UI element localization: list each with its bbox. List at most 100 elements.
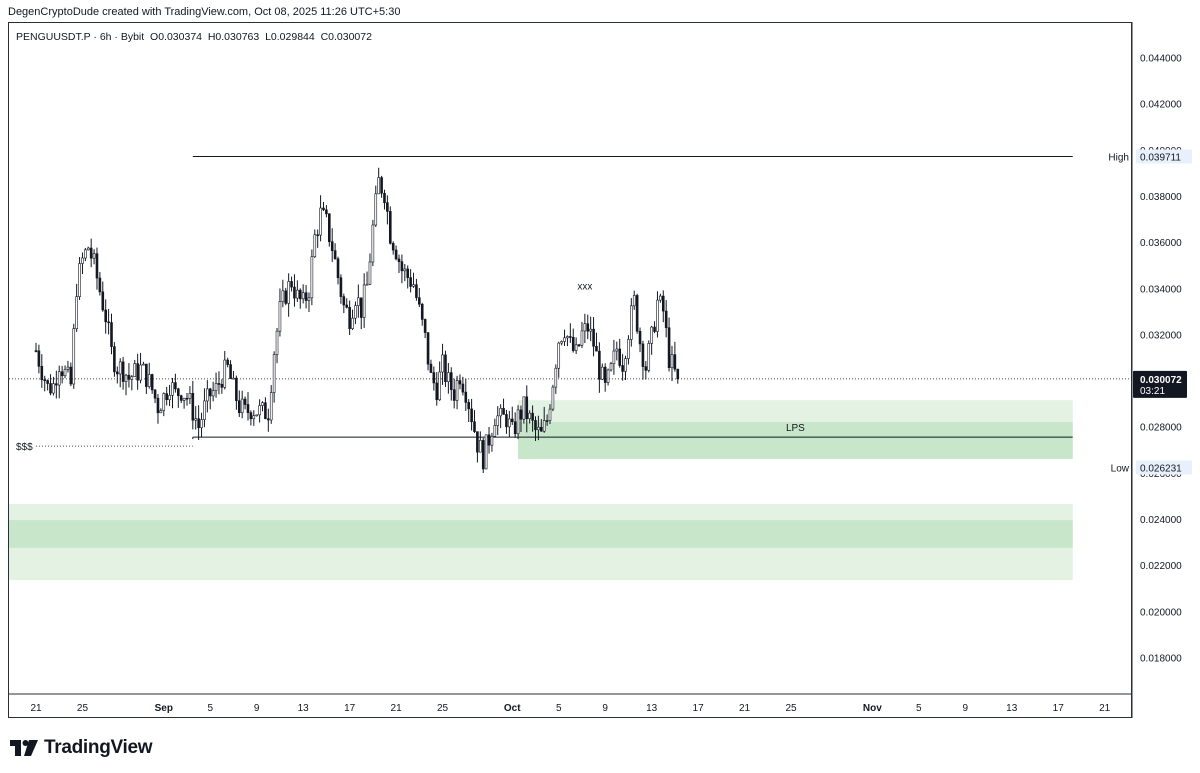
- candle-up: [258, 405, 261, 416]
- candle-down: [505, 414, 508, 428]
- candle-down: [644, 366, 648, 371]
- candle-down: [487, 434, 491, 446]
- current-price-tag: 0.030072: [1140, 375, 1182, 386]
- candle-down: [432, 372, 436, 384]
- candle-up: [557, 342, 561, 369]
- candle-up: [548, 408, 552, 421]
- candle-up: [630, 305, 633, 340]
- candle-up: [447, 372, 450, 382]
- candle-down: [316, 234, 319, 237]
- candle-down: [539, 426, 543, 432]
- candle-up: [455, 380, 459, 401]
- candle-down: [638, 330, 642, 345]
- candle-down: [243, 398, 247, 405]
- labels-layer: $$$ LPS xxx: [16, 281, 805, 453]
- candle-down: [110, 322, 113, 347]
- candle-up: [374, 193, 378, 226]
- candle-up: [371, 224, 375, 263]
- candle-down: [420, 303, 424, 320]
- candle-up: [214, 383, 218, 392]
- time-tick-label: 21: [391, 703, 403, 714]
- candle-down: [481, 440, 485, 470]
- candle-down: [383, 192, 386, 203]
- candle-up: [313, 234, 317, 258]
- candle-down: [664, 310, 668, 329]
- candle-down: [423, 319, 427, 333]
- price-tick-label: 0.028000: [1140, 423, 1182, 434]
- time-tick-label: 25: [785, 703, 797, 714]
- candle-up: [130, 376, 134, 380]
- candle-down: [467, 402, 470, 410]
- candle-down: [449, 372, 453, 390]
- price-tick-label: 0.038000: [1140, 192, 1182, 203]
- candle-down: [641, 343, 645, 367]
- candle-up: [255, 414, 259, 417]
- candle-up: [72, 328, 76, 385]
- candle-down: [621, 365, 624, 372]
- candle-down: [174, 382, 177, 390]
- time-tick-label: 21: [739, 703, 751, 714]
- candle-up: [438, 371, 441, 401]
- candle-up: [522, 396, 526, 420]
- time-tick-label: 5: [916, 703, 922, 714]
- candle-up: [159, 410, 163, 414]
- candle-up: [560, 341, 563, 344]
- time-tick-label: 17: [344, 703, 356, 714]
- candle-up: [63, 368, 67, 377]
- candle-up: [589, 328, 592, 332]
- candle-down: [60, 371, 64, 377]
- candle-down: [298, 289, 302, 300]
- candle-down: [40, 366, 44, 381]
- candle-down: [179, 395, 183, 401]
- symbol-name: PENGUUSDT.P · 6h · Bybit: [16, 31, 145, 43]
- candle-up: [627, 339, 630, 359]
- candle-up: [66, 366, 70, 370]
- candle-down: [603, 366, 607, 383]
- candle-down: [458, 380, 462, 385]
- candle-up: [403, 268, 407, 272]
- sss-label: $$$: [16, 442, 33, 453]
- candle-up: [632, 295, 636, 307]
- candle-down: [322, 207, 325, 211]
- candle-down: [336, 258, 340, 279]
- candle-up: [269, 392, 273, 421]
- candle-up: [182, 397, 186, 401]
- tradingview-logo-icon: [10, 740, 38, 756]
- candle-up: [615, 348, 619, 352]
- lower-zone-inner: [9, 520, 1073, 548]
- candle-down: [136, 363, 139, 381]
- candle-up: [168, 395, 171, 401]
- xxx-label: xxx: [577, 281, 592, 292]
- high-price-tag: 0.039711: [1140, 153, 1181, 164]
- candle-down: [598, 350, 601, 380]
- candle-down: [226, 359, 229, 365]
- candle-up: [57, 371, 61, 386]
- time-tick-label: 9: [602, 703, 608, 714]
- time-tick-label: 5: [556, 703, 562, 714]
- candle-up: [412, 284, 415, 287]
- candle-down: [107, 321, 110, 324]
- candle-down: [391, 243, 395, 251]
- candle-down: [415, 284, 418, 298]
- candle-up: [75, 296, 78, 329]
- time-tick-label: 21: [1099, 703, 1111, 714]
- candle-up: [606, 369, 610, 383]
- candle-down: [185, 397, 189, 400]
- lps-label: LPS: [786, 423, 805, 434]
- candle-down: [339, 277, 343, 297]
- candle-down: [667, 327, 671, 369]
- candle-down: [345, 304, 349, 308]
- ohlc-open: O0.030374: [150, 31, 202, 43]
- high-price-tag-bg: [1136, 149, 1192, 164]
- candle-down: [150, 374, 154, 391]
- footer-brand[interactable]: TradingView: [10, 737, 153, 759]
- candle-down: [145, 363, 148, 387]
- candle-down: [116, 371, 119, 375]
- candle-down: [37, 350, 41, 367]
- candle-down: [592, 328, 595, 347]
- candle-down: [95, 253, 99, 279]
- candle-up: [551, 386, 555, 410]
- candle-down: [661, 295, 665, 312]
- price-tick-label: 0.042000: [1140, 100, 1182, 111]
